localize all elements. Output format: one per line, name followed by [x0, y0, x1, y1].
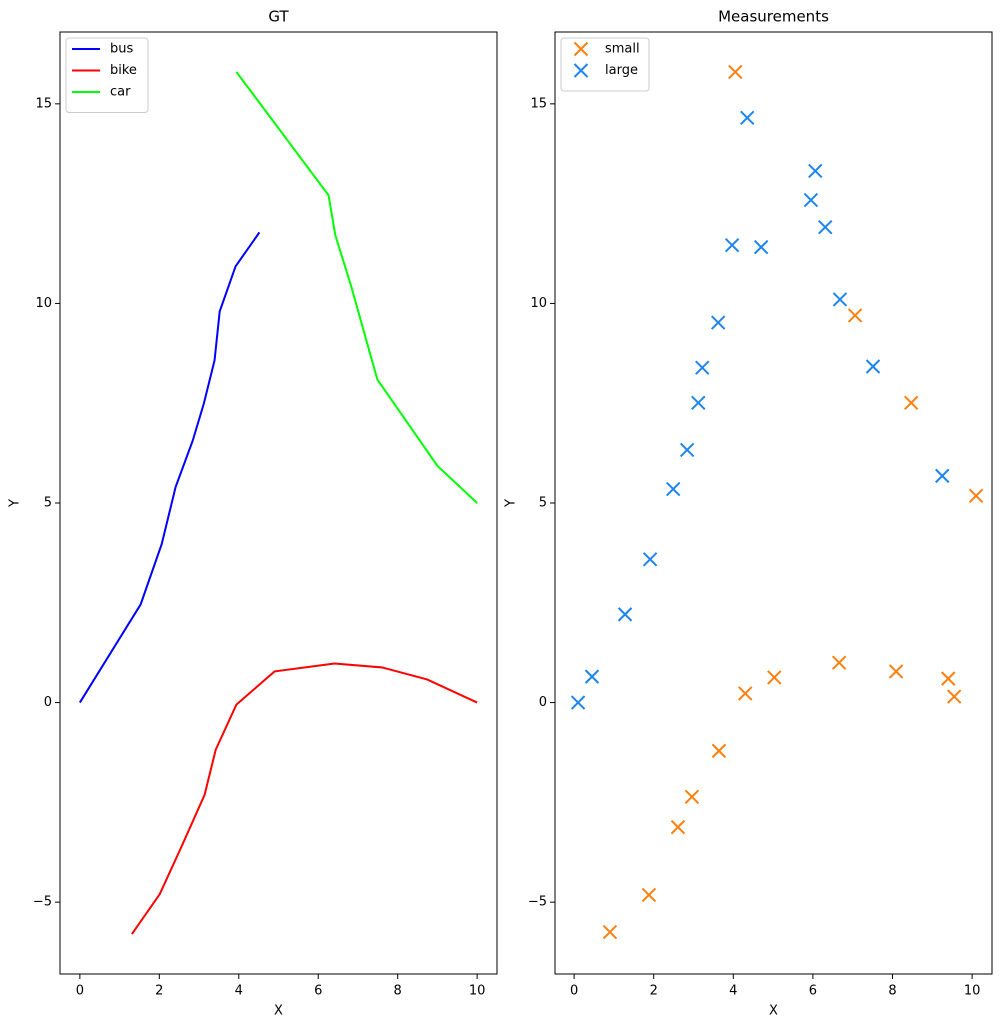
x-tick-label: 4: [235, 984, 243, 999]
y-tick-label: −5: [33, 895, 52, 910]
y-axis-label: Y: [8, 499, 23, 508]
marker: [711, 743, 727, 759]
y-tick-label: −5: [528, 895, 547, 910]
line: [79, 231, 261, 704]
marker: [941, 671, 956, 686]
marker: [903, 395, 919, 411]
chart-title: GT: [268, 8, 289, 26]
x-tick-label: 0: [76, 984, 84, 999]
axes-frame: [59, 31, 498, 975]
marker: [865, 359, 881, 374]
x-axis-label: X: [769, 1004, 778, 1019]
marker: [831, 655, 847, 670]
plot-area: [79, 71, 478, 935]
x-tick-label: 10: [469, 984, 486, 999]
marker: [691, 395, 706, 411]
marker: [670, 819, 686, 835]
marker: [679, 442, 695, 458]
legend-label: car: [110, 85, 131, 100]
marker: [740, 110, 755, 126]
marker: [570, 695, 586, 710]
y-tick-label: 15: [530, 96, 547, 111]
marker: [724, 237, 740, 253]
marker: [935, 468, 950, 484]
y-tick-label: 0: [539, 695, 547, 710]
legend-label: bus: [110, 42, 133, 57]
marker: [968, 488, 984, 504]
marker: [832, 292, 848, 307]
x-tick-label: 8: [888, 984, 896, 999]
x-tick-label: 6: [314, 984, 322, 999]
marker: [617, 607, 633, 622]
x-axis-label: X: [274, 1004, 283, 1019]
y-tick-label: 10: [530, 296, 547, 311]
marker: [695, 360, 710, 375]
legend-box: [65, 37, 149, 113]
marker: [642, 552, 658, 567]
axes-frame: [554, 31, 993, 975]
y-axis-label: Y: [504, 499, 519, 508]
marker: [753, 239, 769, 255]
marker: [584, 669, 600, 684]
legend-label: small: [605, 42, 640, 57]
y-tick-label: 10: [35, 296, 52, 311]
marker: [888, 664, 904, 679]
x-tick-label: 4: [729, 984, 737, 999]
x-tick-label: 10: [964, 984, 981, 999]
plot-area: [570, 64, 984, 940]
marker: [847, 308, 863, 323]
legend-label: large: [605, 63, 638, 78]
legend-swatch: [573, 63, 589, 78]
marker: [808, 163, 823, 179]
marker: [738, 686, 753, 701]
marker: [803, 192, 819, 208]
legend-label: bike: [110, 63, 137, 78]
y-tick-label: 5: [539, 496, 547, 511]
marker: [684, 789, 700, 804]
y-tick-label: 5: [44, 496, 52, 511]
x-tick-label: 2: [155, 984, 163, 999]
marker: [641, 887, 657, 903]
line: [131, 662, 478, 935]
x-tick-label: 6: [809, 984, 817, 999]
line: [235, 71, 478, 504]
y-tick-label: 15: [35, 96, 52, 111]
marker: [728, 64, 743, 80]
marker: [602, 924, 618, 940]
marker: [818, 219, 833, 235]
marker: [946, 689, 962, 704]
marker: [665, 481, 681, 497]
x-tick-label: 2: [650, 984, 658, 999]
marker: [767, 670, 782, 685]
x-tick-label: 0: [570, 984, 578, 999]
x-tick-label: 8: [394, 984, 402, 999]
chart-title: Measurements: [718, 8, 829, 26]
marker: [710, 315, 726, 330]
y-tick-label: 0: [44, 695, 52, 710]
legend-swatch: [573, 41, 589, 57]
